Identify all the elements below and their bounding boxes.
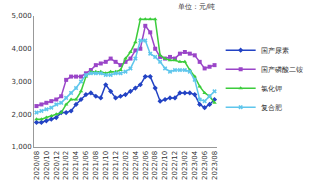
svg-text:2021/10: 2021/10 (102, 151, 110, 180)
svg-text:2021/04: 2021/04 (72, 150, 80, 180)
svg-text:2,000: 2,000 (12, 111, 32, 119)
svg-text:氯化钾: 氯化钾 (261, 85, 282, 93)
svg-text:2020/10: 2020/10 (43, 151, 51, 180)
svg-text:2020/12: 2020/12 (53, 151, 61, 180)
svg-text:2023/02: 2023/02 (181, 151, 189, 180)
svg-text:2021/06: 2021/06 (82, 150, 90, 180)
svg-text:2022/04: 2022/04 (132, 150, 140, 180)
svg-text:复合肥: 复合肥 (261, 104, 282, 112)
svg-text:2022/02: 2022/02 (122, 151, 130, 180)
svg-text:2023/04: 2023/04 (191, 150, 199, 180)
svg-text:2022/12: 2022/12 (171, 151, 179, 180)
svg-text:4,000: 4,000 (12, 45, 32, 53)
svg-text:单位：元/吨: 单位：元/吨 (178, 3, 215, 11)
svg-text:2022/06: 2022/06 (142, 150, 150, 180)
svg-text:2022/10: 2022/10 (161, 151, 169, 180)
svg-text:国产磷酸二铵: 国产磷酸二铵 (261, 66, 303, 74)
svg-text:5,000: 5,000 (12, 12, 32, 20)
svg-text:国产尿素: 国产尿素 (261, 47, 289, 55)
svg-text:2021/12: 2021/12 (112, 151, 120, 180)
svg-text:2023/06: 2023/06 (201, 150, 209, 180)
svg-text:2021/02: 2021/02 (62, 151, 70, 180)
svg-text:1,000: 1,000 (12, 143, 32, 151)
svg-text:2020/08: 2020/08 (33, 151, 41, 180)
svg-text:2023/08: 2023/08 (211, 151, 219, 180)
svg-text:2021/08: 2021/08 (92, 151, 100, 180)
svg-text:2022/08: 2022/08 (151, 151, 159, 180)
svg-text:3,000: 3,000 (12, 78, 32, 86)
